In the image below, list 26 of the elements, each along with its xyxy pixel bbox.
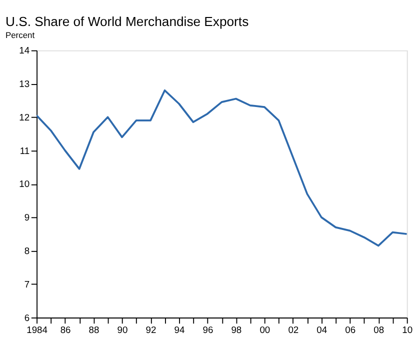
x-tick-label: 10: [402, 324, 413, 335]
y-tick-label: 8: [24, 246, 30, 256]
y-tick-label: 14: [19, 46, 30, 56]
x-tick-label: 08: [374, 324, 384, 335]
y-tick-label: 11: [20, 146, 30, 156]
x-tick-label: 1984: [26, 324, 48, 335]
y-tick-label: 6: [24, 312, 30, 323]
y-tick-label: 12: [19, 112, 30, 122]
x-tick-label: 96: [202, 324, 214, 335]
x-tick-label: 90: [117, 324, 128, 335]
x-tick-label: 06: [345, 324, 356, 335]
y-tick-label: 9: [24, 212, 30, 223]
y-tick-label: 7: [24, 279, 30, 290]
y-axis-title: Percent: [6, 30, 36, 40]
x-tick-label: 00: [260, 324, 270, 335]
x-tick-label: 98: [231, 324, 242, 335]
line-series: [36, 89, 407, 247]
y-tick-label: 13: [19, 78, 30, 89]
chart-title: U.S. Share of World Merchandise Exports: [6, 14, 250, 29]
x-tick-label: 02: [288, 324, 299, 335]
x-tick-label: 04: [316, 324, 328, 335]
y-tick-label: 10: [19, 179, 30, 190]
x-tick-label: 94: [174, 324, 185, 335]
x-tick-label: 86: [60, 324, 71, 335]
x-tick-label: 88: [88, 324, 100, 335]
x-tick-label: 92: [146, 324, 156, 335]
